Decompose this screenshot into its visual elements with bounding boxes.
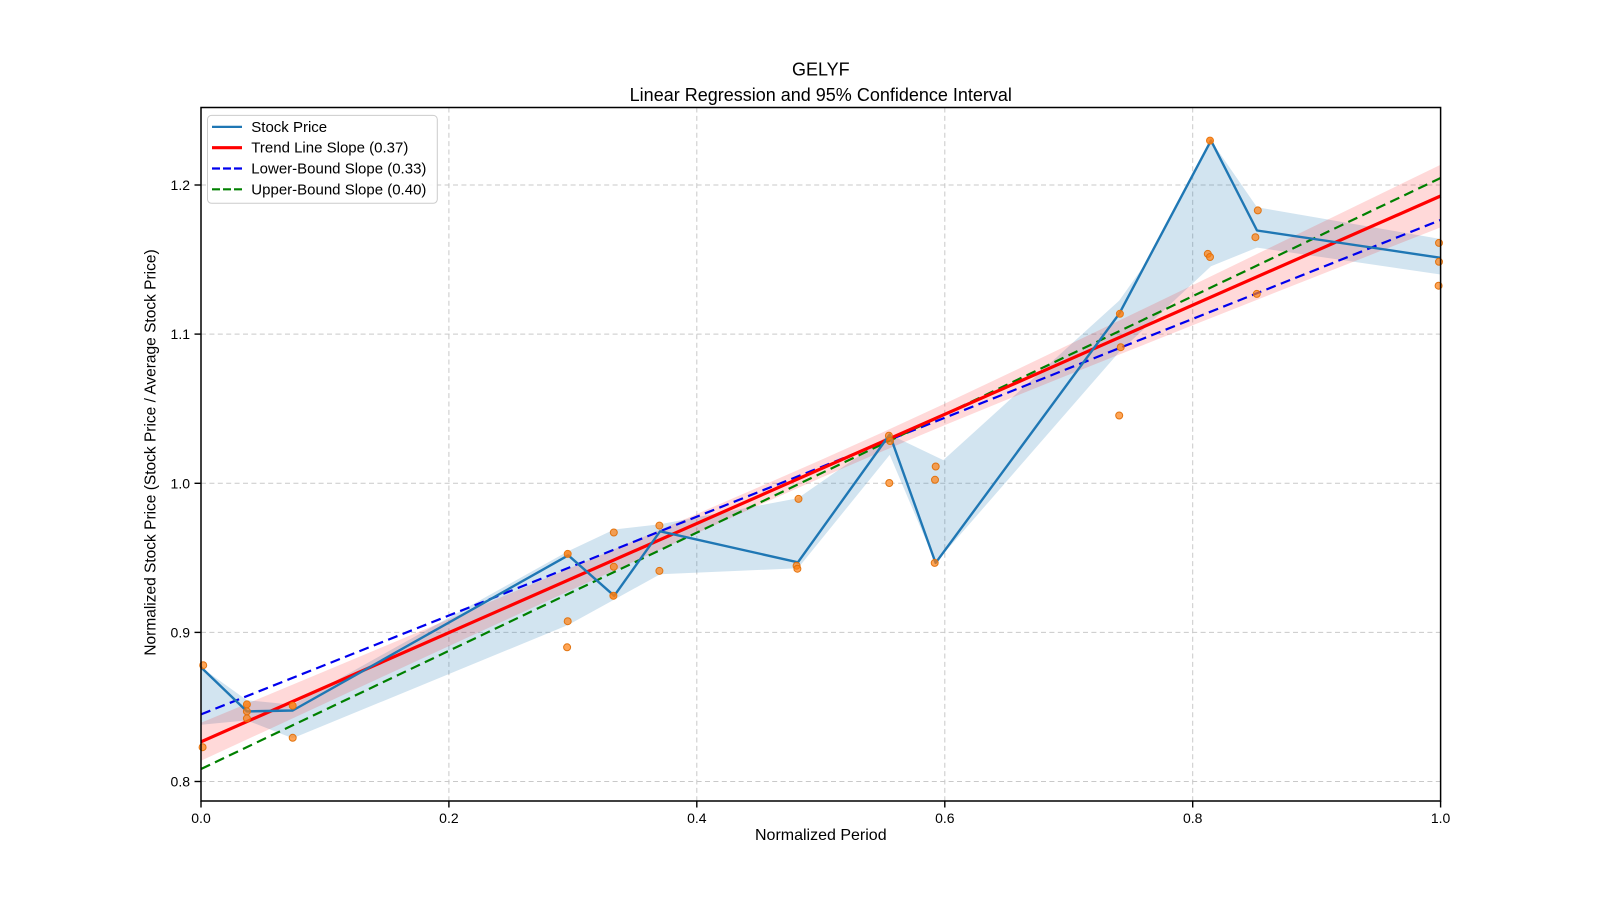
svg-text:1.0: 1.0 — [1431, 810, 1451, 826]
svg-text:Trend Line Slope (0.37): Trend Line Slope (0.37) — [251, 140, 408, 157]
svg-text:Normalized Period: Normalized Period — [755, 827, 887, 844]
svg-text:0.6: 0.6 — [935, 810, 955, 826]
svg-text:0.4: 0.4 — [687, 810, 707, 826]
svg-text:Lower-Bound Slope (0.33): Lower-Bound Slope (0.33) — [251, 161, 426, 178]
svg-text:0.8: 0.8 — [1183, 810, 1203, 826]
svg-text:Upper-Bound Slope (0.40): Upper-Bound Slope (0.40) — [251, 181, 426, 198]
svg-text:1.1: 1.1 — [171, 326, 191, 342]
svg-text:1.0: 1.0 — [171, 475, 191, 491]
svg-text:0.2: 0.2 — [439, 810, 459, 826]
svg-text:GELYF: GELYF — [792, 60, 850, 80]
svg-text:0.8: 0.8 — [171, 774, 191, 790]
svg-text:0.9: 0.9 — [171, 624, 191, 640]
svg-text:0.0: 0.0 — [191, 810, 211, 826]
svg-text:Stock Price: Stock Price — [251, 119, 327, 136]
svg-text:1.2: 1.2 — [171, 177, 191, 193]
svg-text:Linear Regression and 95% Conf: Linear Regression and 95% Confidence Int… — [630, 85, 1012, 105]
svg-text:Normalized Stock Price (Stock: Normalized Stock Price (Stock Price / Av… — [143, 249, 160, 655]
